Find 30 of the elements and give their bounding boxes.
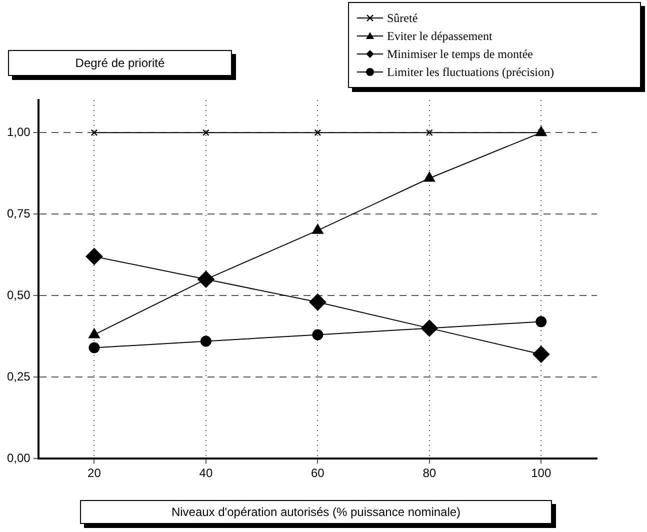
point bbox=[309, 294, 326, 311]
y-tick-label: 1,00 bbox=[6, 124, 31, 139]
y-tick-label: 0,00 bbox=[6, 450, 31, 465]
legend-label: Minimiser le temps de montée bbox=[387, 46, 533, 62]
point bbox=[314, 129, 322, 136]
legend-label: Limiter les fluctuations (précision) bbox=[387, 64, 554, 80]
x-tick-label: 100 bbox=[531, 466, 552, 480]
legend-label: Sûreté bbox=[387, 10, 418, 26]
point bbox=[90, 129, 98, 136]
x-tick-label: 20 bbox=[88, 466, 102, 480]
x-axis-title: Niveaux d'opération autorisés (% puissance nominale) bbox=[80, 500, 552, 524]
point bbox=[312, 329, 324, 340]
y-tick-label: 0,75 bbox=[6, 206, 31, 220]
x-tick-label: 60 bbox=[311, 466, 325, 480]
point bbox=[86, 248, 103, 265]
point bbox=[426, 129, 433, 136]
point bbox=[424, 172, 436, 182]
y-tick-label: 0,25 bbox=[6, 369, 31, 384]
point bbox=[88, 342, 100, 354]
point bbox=[88, 328, 100, 338]
point bbox=[200, 336, 212, 347]
x-tick-label: 80 bbox=[422, 466, 436, 480]
x-tick-label: 40 bbox=[199, 466, 213, 480]
point bbox=[202, 129, 210, 136]
legend-label: Eviter le dépassement bbox=[387, 28, 492, 44]
y-tick-label: 0,50 bbox=[6, 288, 31, 302]
point bbox=[536, 316, 547, 328]
point bbox=[312, 224, 324, 234]
point bbox=[532, 346, 550, 363]
y-axis-title: Degré de priorité bbox=[8, 50, 232, 76]
